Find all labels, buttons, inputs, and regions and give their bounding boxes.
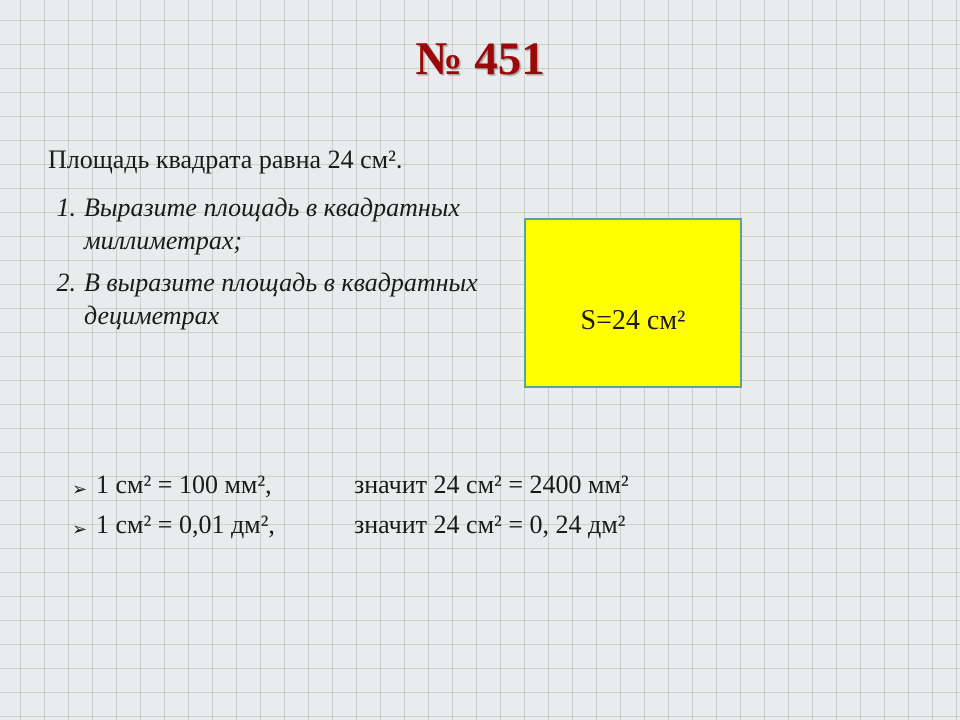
square-label: S=24 см² xyxy=(581,305,686,337)
answers-block: ➢ 1 см² = 100 мм², значит 24 см² = 2400 … xyxy=(72,466,892,545)
problem-intro: Площадь квадрата равна 24 см². xyxy=(48,144,608,177)
answer-row: ➢ 1 см² = 0,01 дм², значит 24 см² = 0, 2… xyxy=(72,506,892,544)
list-item: 2. В выразите площадь в квадратных децим… xyxy=(48,267,488,332)
list-number: 2. xyxy=(48,267,84,300)
page-title: № 451 xyxy=(0,32,960,86)
answer-row: ➢ 1 см² = 100 мм², значит 24 см² = 2400 … xyxy=(72,466,892,504)
list-number: 1. xyxy=(48,192,84,225)
problem-list: 1. Выразите площадь в квадратных миллиме… xyxy=(48,192,488,342)
bullet-icon: ➢ xyxy=(72,520,96,538)
list-text: В выразите площадь в квадратных дециметр… xyxy=(84,267,488,332)
answer-right: значит 24 см² = 0, 24 дм² xyxy=(346,506,892,544)
area-square: S=24 см² xyxy=(524,218,742,388)
answer-left: 1 см² = 0,01 дм², xyxy=(96,506,346,544)
answer-left: 1 см² = 100 мм², xyxy=(96,466,346,504)
list-text: Выразите площадь в квадратных миллиметра… xyxy=(84,192,488,257)
answer-right: значит 24 см² = 2400 мм² xyxy=(346,466,892,504)
list-item: 1. Выразите площадь в квадратных миллиме… xyxy=(48,192,488,257)
bullet-icon: ➢ xyxy=(72,480,96,498)
